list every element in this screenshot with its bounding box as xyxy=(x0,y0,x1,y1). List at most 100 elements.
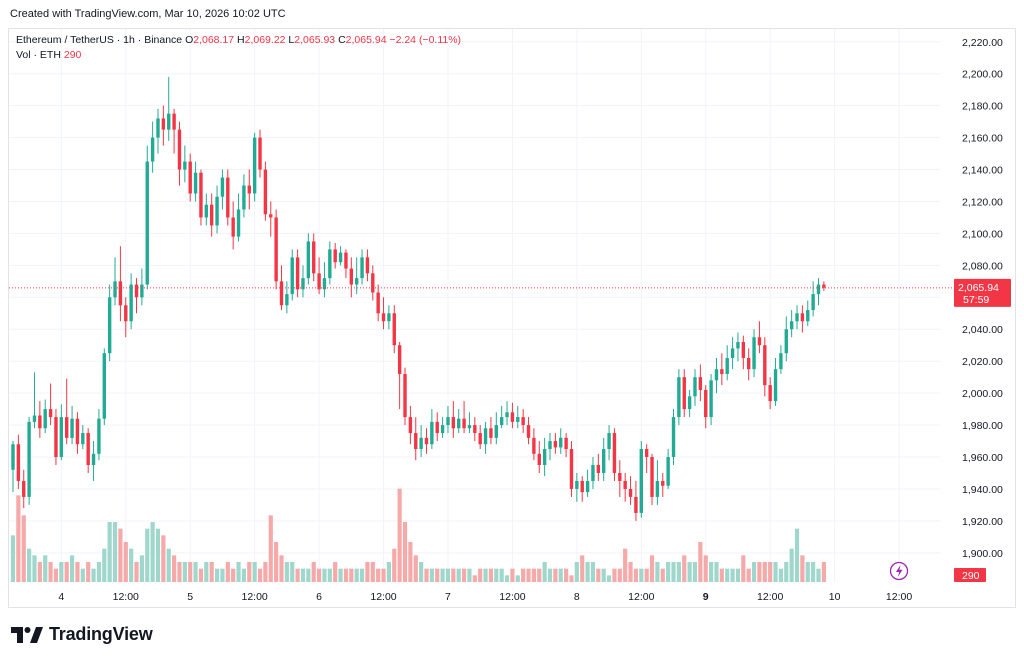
time-tick-label: 12:00 xyxy=(113,591,139,603)
candle xyxy=(693,369,697,406)
candle xyxy=(746,348,751,381)
candle xyxy=(75,412,80,454)
candle xyxy=(644,444,649,473)
price-tick-label: 2,020.00 xyxy=(962,356,1003,368)
candle xyxy=(188,153,192,202)
candle xyxy=(349,257,354,298)
candle-body xyxy=(784,329,788,354)
candle xyxy=(204,193,209,226)
candle-body xyxy=(360,257,364,279)
volume-bars xyxy=(10,488,826,582)
candle xyxy=(682,369,686,418)
candle xyxy=(806,300,810,327)
volume-bar xyxy=(789,548,794,582)
volume-bar xyxy=(10,535,16,582)
volume-bar xyxy=(155,528,161,582)
candle xyxy=(526,417,531,445)
candle-body xyxy=(446,417,450,426)
candle xyxy=(392,305,396,354)
volume-bar xyxy=(666,562,671,582)
candle-body xyxy=(752,337,756,370)
candle-body xyxy=(102,353,106,419)
candle-body xyxy=(736,342,740,349)
candle-body xyxy=(371,273,375,293)
volume-bar xyxy=(247,562,252,582)
candle-body xyxy=(365,257,370,274)
candle-body xyxy=(430,421,434,445)
volume-bar xyxy=(682,555,687,582)
volume-bar xyxy=(306,568,311,582)
candle xyxy=(789,310,794,338)
volume-bar xyxy=(419,562,424,582)
candle-body xyxy=(252,137,257,194)
candle xyxy=(397,342,402,410)
candle xyxy=(371,265,375,301)
candle xyxy=(338,246,343,266)
volume-bar xyxy=(48,562,53,582)
volume-bar xyxy=(102,548,107,582)
candle-body xyxy=(811,294,815,311)
candle-body xyxy=(124,305,128,322)
candle xyxy=(580,476,584,502)
volume-bar xyxy=(236,562,241,582)
candle xyxy=(376,284,380,322)
candle xyxy=(671,409,676,465)
volume-bar xyxy=(343,568,349,582)
candle xyxy=(403,367,407,426)
candle-body xyxy=(768,385,772,402)
candle-body xyxy=(408,417,413,434)
bar-countdown: 57:59 xyxy=(963,294,989,306)
symbol-label[interactable]: Ethereum / TetherUS · 1h · Binance xyxy=(16,34,183,46)
candle-body xyxy=(499,417,504,426)
candle xyxy=(559,428,563,454)
candle-body xyxy=(333,249,337,263)
volume-bar xyxy=(499,568,504,582)
volume-label[interactable]: Vol · ETH xyxy=(16,49,61,61)
tradingview-logo[interactable]: TradingView xyxy=(11,624,153,645)
candle xyxy=(424,428,429,454)
lightning-icon[interactable] xyxy=(889,561,909,581)
candle-body xyxy=(526,425,531,438)
volume-badge-value: 290 xyxy=(962,570,980,582)
candle-body xyxy=(338,252,343,263)
candle-body xyxy=(32,415,37,422)
candle-body xyxy=(763,345,767,386)
candle-body xyxy=(392,313,396,346)
price-tick-label: 2,120.00 xyxy=(962,196,1003,208)
candle-body xyxy=(585,480,590,493)
volume-bar xyxy=(252,562,257,582)
volume-bar xyxy=(225,562,230,582)
candle xyxy=(70,405,74,445)
candle-body xyxy=(65,417,69,438)
candle xyxy=(822,281,826,291)
open-value: 2,068.17 xyxy=(193,34,235,46)
volume-bar xyxy=(542,562,547,582)
volume-bar xyxy=(80,568,85,582)
volume-bar xyxy=(590,562,596,582)
volume-bar xyxy=(338,568,343,582)
volume-bar xyxy=(145,528,150,582)
price-tick-label: 1,980.00 xyxy=(962,420,1003,432)
candle-body xyxy=(795,313,799,322)
candle xyxy=(698,364,703,402)
candle xyxy=(709,373,713,426)
candle-body xyxy=(188,161,192,194)
time-tick-label: 12:00 xyxy=(499,591,525,603)
volume-bar xyxy=(521,568,526,582)
volume-bar xyxy=(805,562,810,582)
time-tick-label: 12:00 xyxy=(242,591,268,603)
candle xyxy=(183,145,187,183)
volume-bar xyxy=(27,548,32,582)
candle-body xyxy=(806,310,810,322)
candle xyxy=(446,405,450,434)
candle-body xyxy=(757,337,762,346)
candle xyxy=(757,321,762,354)
volume-bar xyxy=(687,562,692,582)
volume-bar xyxy=(601,568,606,582)
volume-bar xyxy=(649,555,655,582)
volume-bar xyxy=(762,562,767,582)
candle xyxy=(193,161,198,202)
volume-bar xyxy=(639,568,644,582)
time-tick-label: 9 xyxy=(703,591,709,603)
